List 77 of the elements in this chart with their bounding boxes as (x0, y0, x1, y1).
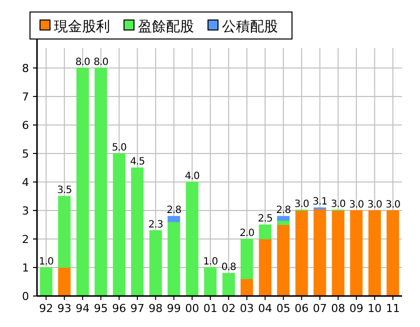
bar (131, 167, 144, 296)
bar (58, 196, 71, 268)
x-tick-label: 04 (258, 302, 272, 315)
x-tick-label: 03 (240, 302, 254, 315)
bar (76, 68, 89, 296)
total-label: 2.5 (258, 214, 272, 225)
bar (277, 224, 290, 296)
x-tick-label: 98 (148, 302, 163, 315)
x-tick-label: 11 (386, 302, 400, 315)
bar (314, 208, 326, 296)
x-tick-label: 95 (94, 302, 108, 315)
total-label: 4.5 (130, 156, 145, 168)
bar (204, 267, 217, 296)
y-tick-label: 8 (22, 62, 29, 75)
y-tick-label: 6 (22, 118, 29, 132)
total-label: 3.0 (294, 198, 309, 210)
total-label: 3.1 (312, 196, 328, 208)
total-label: 1.0 (203, 256, 218, 268)
y-tick-label: 1 (22, 261, 29, 274)
total-label: 4.0 (184, 170, 200, 182)
bar (58, 267, 71, 296)
x-tick-label: 07 (312, 302, 327, 315)
total-label: 8.0 (75, 56, 90, 68)
bar (277, 216, 290, 221)
bar (240, 278, 254, 296)
x-tick-label: 10 (368, 302, 382, 315)
x-tick-label: 93 (57, 302, 72, 315)
bar (350, 210, 363, 296)
x-tick-label: 06 (294, 302, 309, 315)
total-label: 0.8 (221, 262, 236, 274)
x-tick-label: 00 (185, 302, 200, 315)
bar (40, 267, 52, 296)
y-tick-label: 7 (22, 90, 29, 104)
total-label: 3.0 (367, 199, 382, 210)
x-tick-label: 94 (76, 302, 90, 315)
x-tick-label: 01 (203, 302, 218, 315)
total-label: 1.0 (38, 256, 54, 268)
bar (258, 238, 272, 296)
x-tick-label: 97 (130, 302, 144, 315)
bar (386, 210, 400, 296)
total-label: 5.0 (112, 142, 126, 154)
y-tick-label: 4 (22, 176, 29, 189)
bar (168, 222, 180, 296)
x-tick-label: 02 (222, 302, 236, 315)
total-label: 3.0 (349, 199, 364, 210)
legend-label: 現金股利 (54, 19, 110, 35)
x-tick-label: 99 (166, 302, 181, 315)
total-label: 3.0 (386, 199, 400, 210)
total-label: 3.0 (330, 198, 346, 210)
bar (295, 210, 308, 296)
legend-label: 公積配股 (222, 19, 278, 35)
bar (112, 153, 126, 296)
legend-label: 盈餘配股 (138, 19, 194, 35)
bar (149, 230, 162, 296)
total-label: 2.8 (166, 205, 182, 216)
y-tick-label: 2 (22, 232, 29, 246)
y-tick-label: 3 (22, 204, 29, 218)
bar (240, 238, 254, 280)
bar (368, 210, 381, 296)
x-tick-label: 09 (349, 302, 364, 315)
bar (94, 68, 108, 296)
y-tick-label: 0 (22, 290, 29, 303)
x-tick-label: 08 (331, 302, 346, 315)
total-label: 3.5 (57, 185, 72, 196)
x-tick-label: 05 (276, 302, 290, 315)
bar (186, 182, 198, 296)
total-label: 2.8 (276, 205, 291, 216)
x-tick-label: 96 (112, 302, 126, 315)
bar (168, 216, 180, 222)
total-label: 2.3 (148, 219, 163, 230)
x-tick-label: 92 (39, 302, 54, 315)
total-label: 2.0 (240, 228, 254, 239)
bar (258, 224, 272, 240)
total-label: 8.0 (94, 56, 108, 68)
y-tick-label: 5 (22, 147, 29, 160)
bar (332, 210, 344, 296)
bar (222, 272, 235, 296)
